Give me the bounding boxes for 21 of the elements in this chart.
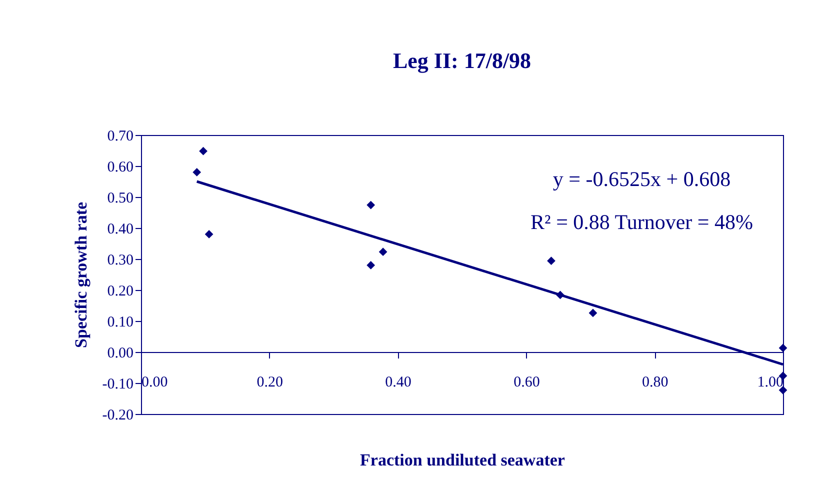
y-tick-label: 0.40 <box>107 222 134 238</box>
y-tick-label: 0.30 <box>107 252 134 268</box>
x-tick-label: 0.20 <box>256 374 284 390</box>
x-tick-label: 1.00 <box>757 374 784 390</box>
y-tick-label: 0.50 <box>107 190 134 206</box>
x-axis-title: Fraction undiluted seawater <box>360 450 566 470</box>
x-tick-label: 0.00 <box>142 374 168 390</box>
x-tick-label: 0.80 <box>642 374 668 390</box>
y-tick-label: 0.70 <box>107 128 134 144</box>
y-tick-label: 0.20 <box>107 284 134 300</box>
y-tick-label: -0.20 <box>102 408 134 424</box>
y-tick-label: 0.10 <box>107 314 134 330</box>
annotation: R² = 0.88 Turnover = 48% <box>530 210 754 234</box>
chart-title: Leg II: 17/8/98 <box>392 48 532 73</box>
x-tick-label: 0.40 <box>385 374 412 390</box>
x-tick-label: 0.60 <box>514 374 540 390</box>
y-axis-title: Specific growth rate <box>71 202 90 348</box>
y-tick-label: 0.00 <box>107 346 134 362</box>
y-tick-label: 0.60 <box>107 160 134 176</box>
y-tick-label: -0.10 <box>102 376 134 392</box>
annotation: y = -0.6525x + 0.608 <box>552 167 731 191</box>
